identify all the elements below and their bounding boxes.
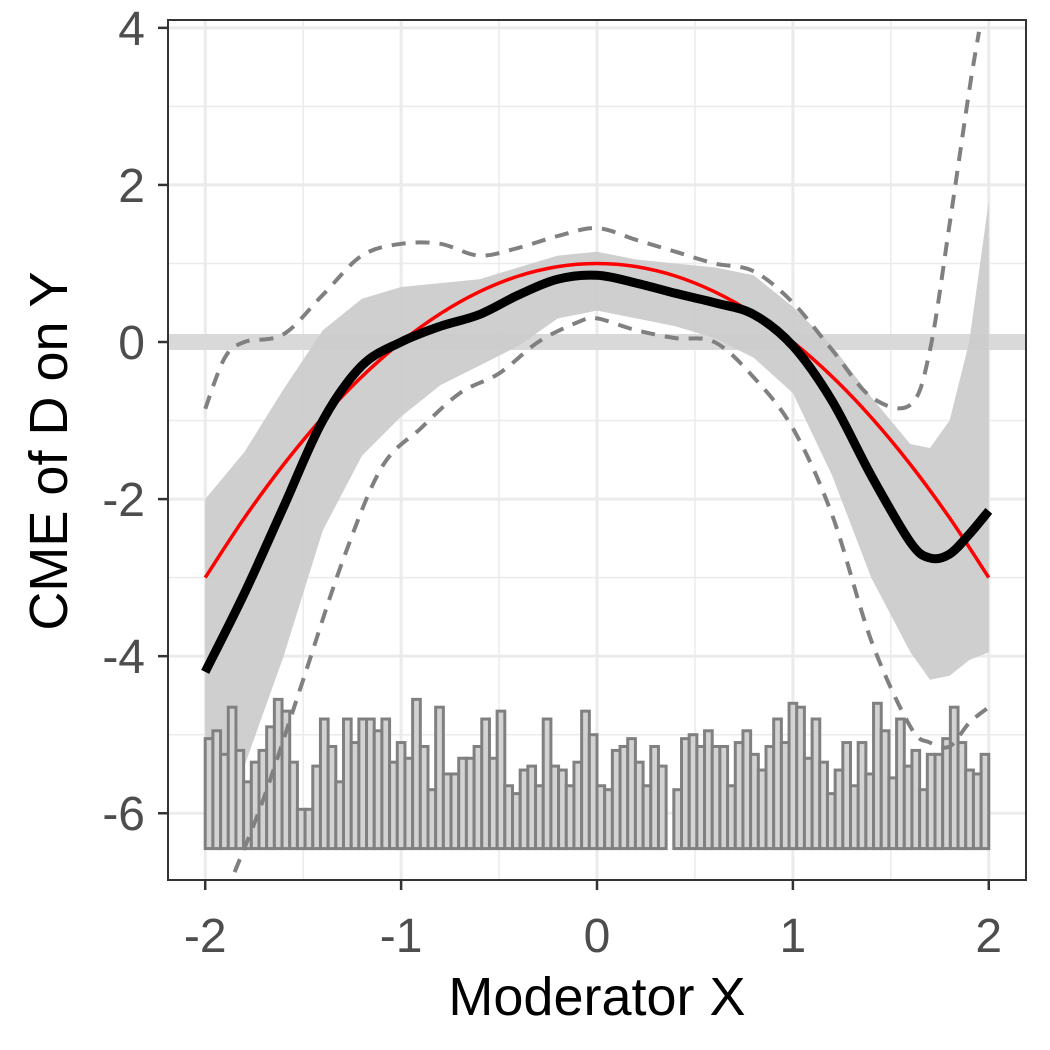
y-tick-label: -6 (102, 788, 145, 841)
confidence-band (205, 200, 989, 814)
y-tick-label: -2 (102, 474, 145, 527)
x-axis-ticks: -2 -1 0 1 2 (184, 880, 1002, 963)
y-tick-label: 2 (118, 160, 145, 213)
histogram-bar (656, 764, 668, 851)
x-tick-label: -1 (380, 910, 423, 963)
y-axis-ticks: -6 -4 -2 0 2 4 (102, 3, 168, 841)
histogram-bar (979, 752, 991, 851)
series-line-estimated-CME (201, 270, 993, 674)
x-tick-label: 1 (780, 910, 807, 963)
x-tick-label: 2 (975, 910, 1002, 963)
x-tick-label: 0 (584, 910, 611, 963)
x-tick-label: -2 (184, 910, 227, 963)
confidence-band-layer (205, 200, 989, 814)
histogram-bar (288, 760, 299, 851)
histogram-layer (203, 697, 991, 851)
series-line-uniform-band-upper (203, 31, 981, 411)
y-tick-label: 0 (118, 317, 145, 370)
y-tick-label: 4 (118, 3, 145, 56)
series-layer (201, 31, 993, 873)
y-axis-title: CME of D on Y (19, 271, 79, 630)
series-line-uniform-band-lower (232, 315, 991, 873)
x-axis-title: Moderator X (448, 967, 745, 1027)
histogram-bar (495, 709, 507, 851)
y-tick-label: -4 (102, 631, 145, 684)
